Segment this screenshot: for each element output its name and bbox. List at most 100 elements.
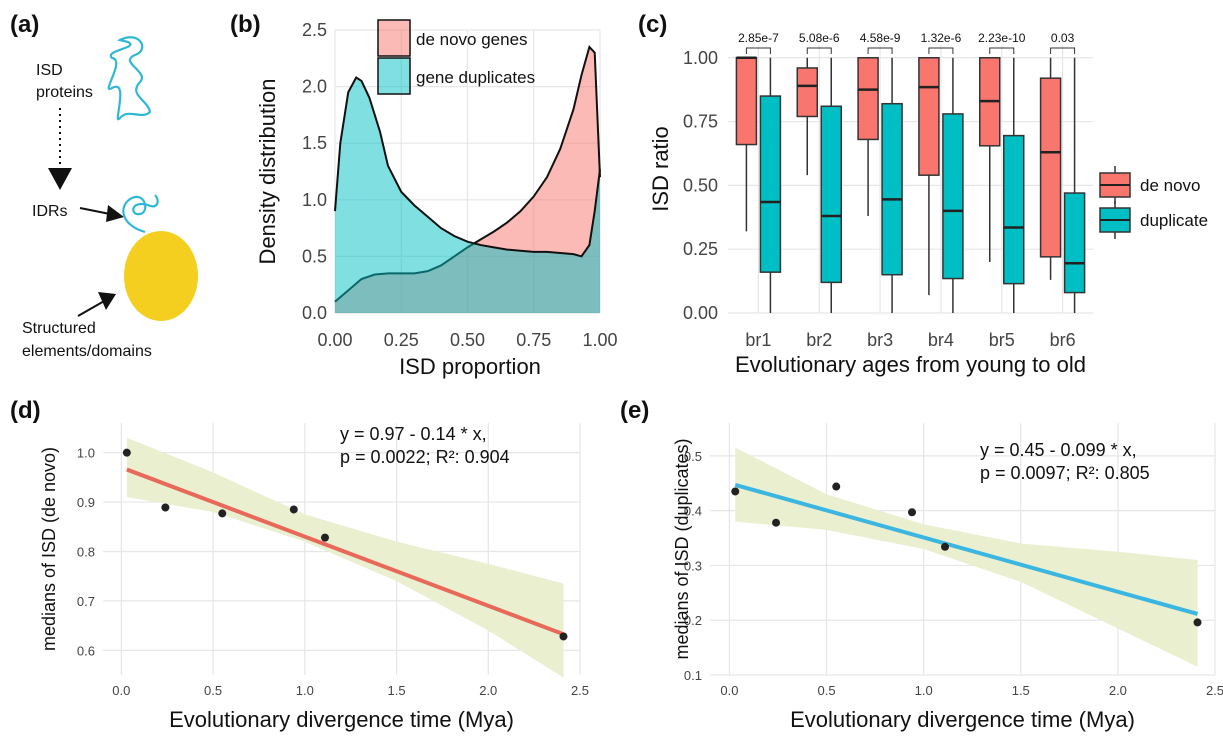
pvalue-bracket — [928, 47, 954, 54]
idrs-arrow-head-icon — [106, 205, 124, 222]
x-tick-label: 0.50 — [450, 330, 485, 350]
panel-c-label: (c) — [638, 11, 667, 38]
regression-line — [126, 467, 565, 637]
x-tick-label: 0.25 — [384, 330, 419, 350]
pvalue-label: 2.85e-7 — [738, 31, 779, 45]
x-tick-label: 0.5 — [817, 683, 835, 698]
idrs-label: IDRs — [32, 203, 68, 220]
pvalue-label: 0.03 — [1051, 31, 1075, 45]
density-area-denovo — [335, 46, 600, 313]
confidence-band — [126, 437, 564, 678]
x-tick-label: br2 — [806, 330, 832, 350]
box-denovo — [796, 67, 818, 118]
box-duplicate — [1063, 192, 1086, 294]
chart-b: (b) 0.0 0.5 1.0 1.5 2.0 2.5 0.00 0.25 0.50 0.75 1.0… — [230, 11, 618, 379]
y-tick-label: 0.9 — [77, 495, 95, 510]
y-tick-label: 0.6 — [77, 643, 95, 658]
box-duplicate — [1003, 134, 1025, 285]
y-axis-title: medians of ISD (duplicates) — [672, 438, 692, 659]
y-tick-label: 0.75 — [683, 112, 718, 132]
legend-key — [377, 19, 411, 57]
x-tick-label: 0.5 — [204, 683, 222, 698]
x-axis-title: Evolutionary divergence time (Mya) — [169, 707, 514, 732]
structured-label-2: elements/domains — [22, 343, 152, 360]
y-tick-label: 0.25 — [683, 239, 718, 259]
y-axis-title: medians of ISD (de novo) — [39, 447, 59, 651]
isd-proteins-label-1: ISD — [36, 62, 63, 79]
data-point — [731, 487, 740, 496]
x-tick-label: br6 — [1050, 330, 1076, 350]
x-tick-label: 2.0 — [479, 683, 497, 698]
pvalue-bracket — [745, 47, 771, 54]
box-duplicate — [942, 113, 964, 280]
stats-annotation: p = 0.0097; R²: 0.805 — [980, 463, 1150, 483]
y-tick-label: 0.2 — [684, 613, 702, 628]
x-axis-title: ISD proportion — [399, 354, 541, 379]
idr-chain-icon — [122, 194, 159, 234]
confidence-band — [735, 447, 1198, 667]
x-tick-label: 0.0 — [720, 683, 738, 698]
y-tick-label: 0.8 — [77, 544, 95, 559]
y-tick-label: 2.0 — [302, 77, 327, 97]
x-tick-label: 1.00 — [582, 330, 617, 350]
stats-annotation: p = 0.0022; R²: 0.904 — [340, 447, 510, 467]
x-tick-label: br3 — [867, 330, 893, 350]
x-tick-label: 0.0 — [112, 683, 130, 698]
data-point — [320, 533, 329, 542]
x-tick-label: br5 — [989, 330, 1015, 350]
pvalue-label: 4.58e-9 — [860, 31, 901, 45]
x-tick-label: 1.5 — [1012, 683, 1030, 698]
x-tick-label: 0.75 — [516, 330, 551, 350]
data-point — [289, 505, 298, 514]
y-tick-label: 0.50 — [683, 175, 718, 195]
legend-label: duplicate — [1140, 211, 1208, 230]
x-axis-title: Evolutionary divergence time (Mya) — [790, 707, 1135, 732]
y-tick-label: 0.5 — [302, 246, 327, 266]
y-tick-label: 0.00 — [683, 303, 718, 323]
chart-d: (d) 0.6 0.7 0.8 0.9 1.0 0.0 0.5 1.0 1.5 2.0 2.5 y = … — [10, 397, 589, 732]
box-denovo — [857, 57, 879, 141]
chart-c: (c) 0.00 0.25 0.50 0.75 1.00 br1 br2 br3 br4 br5 br… — [638, 11, 1208, 377]
density-area-duplicates — [335, 77, 600, 313]
panel-b-label: (b) — [230, 11, 261, 38]
x-axis-title: Evolutionary ages from young to old — [735, 352, 1086, 377]
y-tick-label: 0.3 — [684, 558, 702, 573]
dotted-arrow-head-icon — [48, 168, 72, 190]
data-point — [559, 632, 568, 641]
box-denovo — [735, 57, 758, 146]
x-tick-label: 0.00 — [317, 330, 352, 350]
y-tick-label: 0.0 — [302, 303, 327, 323]
equation-annotation: y = 0.97 - 0.14 * x, — [340, 424, 487, 444]
density-line-duplicates — [334, 76, 601, 258]
box-denovo — [1039, 77, 1062, 258]
x-tick-label: 2.0 — [1109, 683, 1127, 698]
data-point — [218, 509, 227, 518]
isd-protein-chain-icon — [107, 36, 152, 121]
y-tick-label: 1.0 — [77, 446, 95, 461]
structured-label-1: Structured — [22, 320, 96, 337]
x-tick-label: 1.0 — [296, 683, 314, 698]
structured-domain-icon — [124, 231, 198, 321]
x-tick-label: 2.5 — [1206, 683, 1223, 698]
y-tick-label: 0.5 — [684, 449, 702, 464]
y-tick-label: 1.00 — [683, 48, 718, 68]
y-axis-title: ISD ratio — [648, 126, 673, 212]
box-denovo — [918, 57, 940, 176]
pvalue-bracket — [989, 47, 1015, 54]
isd-proteins-label-2: proteins — [36, 84, 93, 101]
y-tick-label: 2.5 — [302, 20, 327, 40]
chart-e: (e) 0.1 0.2 0.3 0.4 0.5 0.0 0.5 1.0 1.5 2.0 2.5 y = … — [620, 397, 1223, 732]
equation-annotation: y = 0.45 - 0.099 * x, — [980, 440, 1137, 460]
panel-d-label: (d) — [10, 397, 41, 424]
legend-label: de novo genes — [416, 30, 528, 49]
pvalue-label: 2.23e-10 — [978, 31, 1026, 45]
panel-a-label: (a) — [10, 11, 39, 38]
y-tick-label: 0.4 — [684, 504, 702, 519]
data-point — [832, 482, 841, 491]
regression-line — [734, 482, 1199, 616]
box-duplicate — [881, 102, 903, 276]
structured-arrow-line — [77, 299, 107, 317]
pvalue-bracket — [867, 47, 893, 54]
pvalue-bracket — [1050, 47, 1076, 54]
